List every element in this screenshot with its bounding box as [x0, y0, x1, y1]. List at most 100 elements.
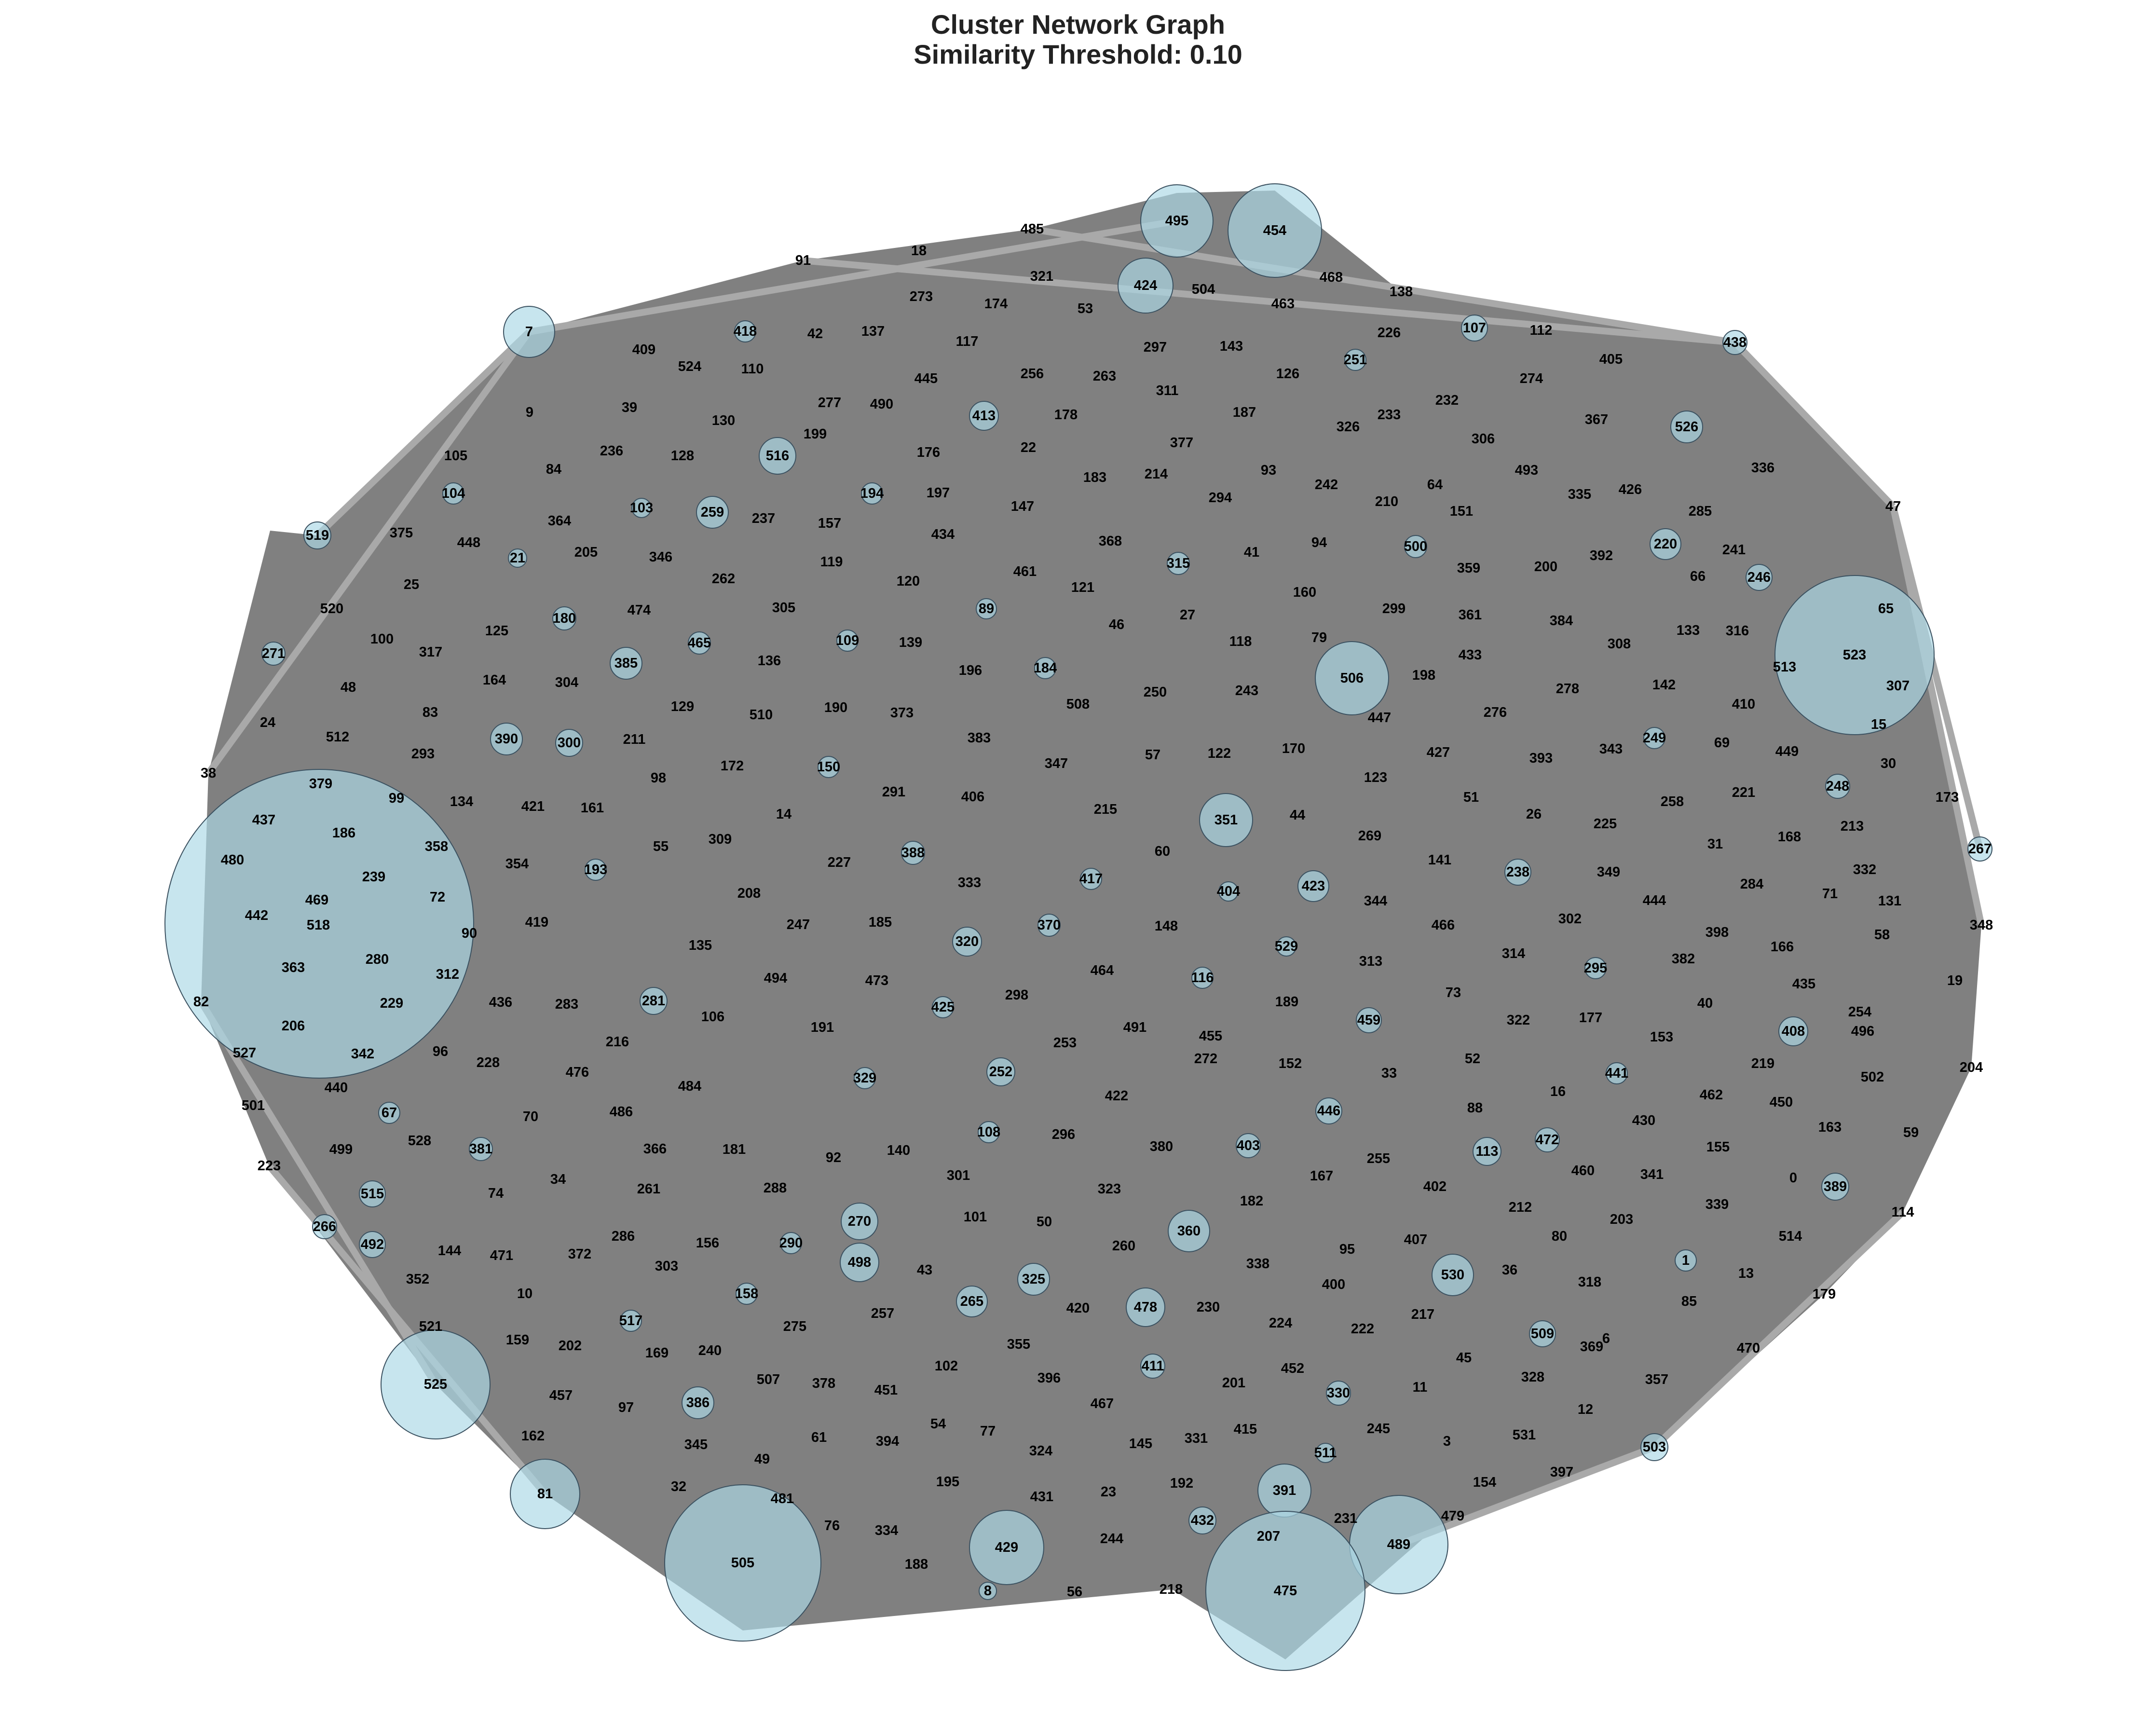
node-label: 65 — [1878, 601, 1894, 616]
node-circle — [1037, 914, 1061, 937]
node-circle-layer — [164, 183, 1992, 1671]
node-circle — [620, 1310, 642, 1332]
node-label: 322 — [1507, 1013, 1530, 1028]
node-label: 521 — [419, 1319, 442, 1334]
node-label: 306 — [1472, 431, 1495, 447]
node-label: 212 — [1509, 1200, 1532, 1215]
node-label: 326 — [1337, 419, 1360, 435]
node-label: 396 — [1037, 1370, 1061, 1386]
node-label: 379 — [309, 776, 332, 792]
node-label: 467 — [1091, 1396, 1114, 1411]
node-label: 169 — [645, 1345, 669, 1361]
node-label: 506 — [1340, 671, 1364, 686]
node-label: 197 — [927, 485, 950, 501]
node-circle — [978, 1121, 1000, 1143]
node-label: 53 — [1078, 301, 1093, 316]
node-label: 383 — [968, 730, 991, 746]
node-circle — [836, 630, 859, 652]
node-label: 125 — [485, 623, 508, 639]
node-label: 237 — [752, 511, 775, 526]
node-label: 159 — [506, 1332, 529, 1348]
node-circle — [854, 1067, 876, 1089]
node-label: 188 — [905, 1557, 928, 1572]
node-circle — [841, 1203, 878, 1240]
node-label: 193 — [584, 862, 607, 877]
node-label: 509 — [1531, 1326, 1554, 1342]
node-circle — [1228, 183, 1322, 278]
node-circle — [1461, 315, 1488, 342]
node-label: 286 — [612, 1229, 635, 1244]
node-label: 333 — [958, 875, 981, 890]
node-circle — [1584, 957, 1607, 979]
node-label: 273 — [910, 289, 933, 304]
node-circle — [442, 482, 464, 505]
node-label: 255 — [1367, 1151, 1390, 1166]
node-label: 114 — [1892, 1205, 1914, 1220]
node-label: 454 — [1263, 223, 1286, 238]
node-circle — [736, 1283, 758, 1305]
node-circle — [1675, 1249, 1697, 1272]
node-label: 145 — [1129, 1436, 1152, 1451]
node-label: 378 — [812, 1376, 835, 1391]
node-label: 283 — [555, 997, 578, 1012]
node-label: 258 — [1661, 794, 1684, 809]
node-label: 461 — [1013, 564, 1037, 579]
node-label: 480 — [221, 852, 244, 868]
node-label: 7 — [525, 324, 533, 340]
node-circle — [759, 437, 796, 475]
node-label: 418 — [734, 324, 757, 339]
node-label: 33 — [1381, 1066, 1397, 1081]
node-label: 298 — [1005, 987, 1028, 1003]
node-circle — [1825, 774, 1850, 799]
node-label: 161 — [581, 800, 604, 816]
node-label: 302 — [1558, 911, 1582, 927]
node-label: 26 — [1526, 807, 1542, 822]
node-circle — [508, 548, 527, 568]
node-label: 244 — [1100, 1531, 1123, 1547]
node-circle — [901, 841, 925, 865]
node-label: 167 — [1310, 1168, 1333, 1184]
node-label: 485 — [1021, 221, 1044, 237]
node-label: 41 — [1244, 545, 1259, 560]
node-label: 14 — [776, 807, 791, 822]
node-label: 380 — [1150, 1139, 1173, 1154]
node-label: 130 — [712, 413, 735, 428]
node-label: 229 — [380, 996, 403, 1011]
node-label: 464 — [1091, 963, 1114, 978]
node-label: 523 — [1843, 647, 1866, 663]
node-label: 131 — [1878, 893, 1901, 909]
node-label: 419 — [525, 915, 548, 930]
node-circle — [1778, 1016, 1808, 1046]
node-label: 105 — [444, 448, 467, 464]
node-label: 83 — [423, 705, 438, 720]
node-label: 363 — [282, 960, 305, 975]
node-circle — [956, 1286, 988, 1317]
node-label: 202 — [559, 1338, 582, 1354]
node-label: 13 — [1738, 1266, 1754, 1281]
node-label: 323 — [1098, 1181, 1121, 1197]
node-circle — [164, 769, 474, 1079]
node-label: 256 — [1021, 366, 1044, 382]
node-label: 55 — [653, 839, 669, 854]
node-circle — [1297, 870, 1329, 902]
node-label: 69 — [1714, 735, 1730, 751]
node-circle — [1670, 411, 1703, 443]
node-label: 113 — [1476, 1144, 1499, 1159]
node-label: 357 — [1645, 1372, 1668, 1387]
node-circle — [780, 1232, 802, 1254]
edge — [1890, 506, 1983, 850]
node-label: 446 — [1317, 1103, 1340, 1119]
node-label: 73 — [1446, 985, 1461, 1000]
node-label: 285 — [1689, 504, 1712, 519]
node-circle — [861, 482, 883, 505]
node-label: 160 — [1293, 585, 1316, 600]
node-label: 208 — [737, 886, 761, 901]
node-label: 162 — [521, 1428, 545, 1444]
node-label: 191 — [811, 1020, 834, 1035]
node-label: 460 — [1571, 1163, 1595, 1178]
node-label: 215 — [1094, 802, 1117, 817]
node-label: 312 — [436, 967, 459, 982]
node-label: 18 — [911, 243, 927, 259]
node-label: 427 — [1427, 745, 1450, 760]
